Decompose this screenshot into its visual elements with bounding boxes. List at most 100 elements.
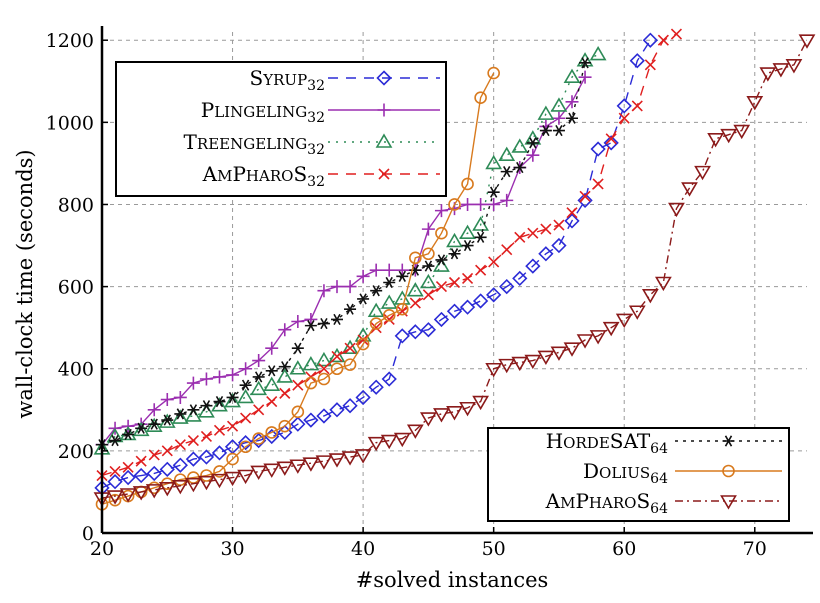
data-point-0-7 [185, 451, 202, 467]
data-point-2-3 [132, 421, 150, 437]
data-point-6-34 [537, 350, 555, 366]
data-point-3-15 [292, 379, 304, 391]
data-point-6-13 [263, 463, 281, 478]
series-treengeling-32 [93, 45, 607, 455]
data-point-0-36 [564, 213, 580, 229]
data-point-2-22 [380, 294, 398, 309]
data-point-3-42 [644, 59, 656, 71]
data-point-4-22 [383, 276, 396, 289]
data-point-1-37 [578, 70, 592, 84]
data-point-6-32 [511, 356, 529, 372]
data-point-1-28 [461, 197, 475, 211]
data-point-5-17 [317, 372, 331, 386]
data-point-0-39 [603, 135, 619, 151]
data-point-6-8 [198, 475, 215, 491]
series-hordesat-64 [96, 57, 592, 451]
data-point-6-19 [341, 451, 359, 466]
data-point-0-3 [133, 467, 149, 484]
data-point-6-37 [576, 334, 594, 349]
data-point-5-14 [278, 419, 292, 433]
y-tick-label-600: 600 [58, 277, 94, 299]
data-point-6-49 [733, 124, 751, 140]
data-point-6-52 [772, 63, 790, 78]
data-point-0-26 [433, 311, 450, 328]
data-point-2-15 [289, 360, 307, 375]
data-point-4-9 [213, 395, 226, 408]
data-point-4-34 [539, 124, 552, 137]
data-point-6-47 [707, 132, 725, 148]
data-point-6-51 [759, 67, 777, 82]
legend-label-3: AMPHAROS32 [202, 162, 325, 190]
axes [100, 26, 813, 535]
data-point-1-11 [239, 362, 253, 376]
data-point-2-9 [211, 397, 228, 412]
data-point-4-20 [357, 293, 370, 305]
data-point-6-36 [563, 342, 581, 357]
data-point-6-2 [119, 488, 137, 503]
data-point-5-30 [487, 66, 500, 80]
data-point-6-27 [446, 406, 463, 421]
data-point-4-29 [474, 231, 487, 243]
data-point-3-21 [370, 322, 382, 334]
data-point-6-53 [785, 59, 803, 74]
data-point-4-2 [122, 428, 135, 441]
data-point-6-11 [237, 469, 255, 485]
data-point-6-26 [433, 408, 450, 423]
data-point-2-28 [459, 224, 476, 240]
data-point-6-16 [302, 457, 320, 472]
data-point-1-4 [147, 403, 161, 417]
data-point-6-23 [393, 432, 411, 448]
data-point-0-8 [198, 449, 215, 465]
data-point-2-27 [446, 232, 463, 248]
data-point-0-41 [629, 53, 645, 69]
legend-top-left: SYRUP32 PLINGELING32 TREENGELING32 AMPHAROS… [115, 61, 447, 197]
data-point-3-37 [579, 190, 591, 202]
data-point-4-21 [370, 285, 383, 297]
data-point-6-54 [798, 34, 816, 49]
data-point-0-4 [146, 465, 162, 482]
data-point-5-12 [252, 432, 265, 445]
data-point-3-9 [213, 424, 226, 436]
data-point-5-8 [200, 469, 213, 482]
data-point-2-13 [263, 376, 281, 391]
data-point-3-7 [187, 435, 199, 447]
data-point-3-3 [135, 455, 147, 467]
data-point-5-24 [409, 251, 422, 265]
data-point-6-50 [746, 96, 764, 111]
series-line-2 [101, 53, 599, 450]
series-line-5 [101, 72, 495, 505]
data-point-6-48 [720, 128, 738, 144]
data-point-6-17 [315, 455, 333, 470]
legend-label-1: PLINGELING32 [201, 98, 325, 126]
data-point-2-4 [145, 417, 163, 433]
data-point-5-28 [461, 177, 474, 191]
data-point-0-37 [577, 192, 593, 209]
data-point-4-10 [226, 391, 239, 404]
data-point-0-29 [472, 293, 489, 309]
data-point-2-18 [328, 347, 346, 363]
data-point-1-12 [252, 354, 266, 368]
data-point-0-33 [525, 258, 541, 274]
data-point-5-5 [160, 477, 174, 491]
series-line-0 [101, 39, 651, 489]
legend-label-2: TREENGELING32 [184, 130, 325, 158]
legend-marker-1 [377, 103, 391, 117]
data-point-5-26 [435, 226, 448, 240]
data-point-2-31 [498, 146, 516, 161]
data-point-2-8 [198, 403, 215, 418]
series-syrup-32 [94, 32, 658, 496]
data-point-6-39 [602, 321, 620, 337]
data-point-3-34 [540, 223, 552, 235]
data-point-1-8 [199, 372, 213, 386]
data-point-5-27 [448, 198, 461, 211]
data-point-5-13 [265, 426, 279, 439]
data-point-0-19 [342, 398, 358, 414]
data-point-4-11 [239, 379, 252, 391]
data-point-3-4 [148, 449, 160, 461]
data-point-2-24 [406, 282, 424, 297]
legend-marker-6 [720, 495, 737, 510]
data-point-2-36 [563, 68, 581, 83]
data-point-1-31 [500, 193, 514, 207]
data-point-3-13 [266, 396, 278, 408]
